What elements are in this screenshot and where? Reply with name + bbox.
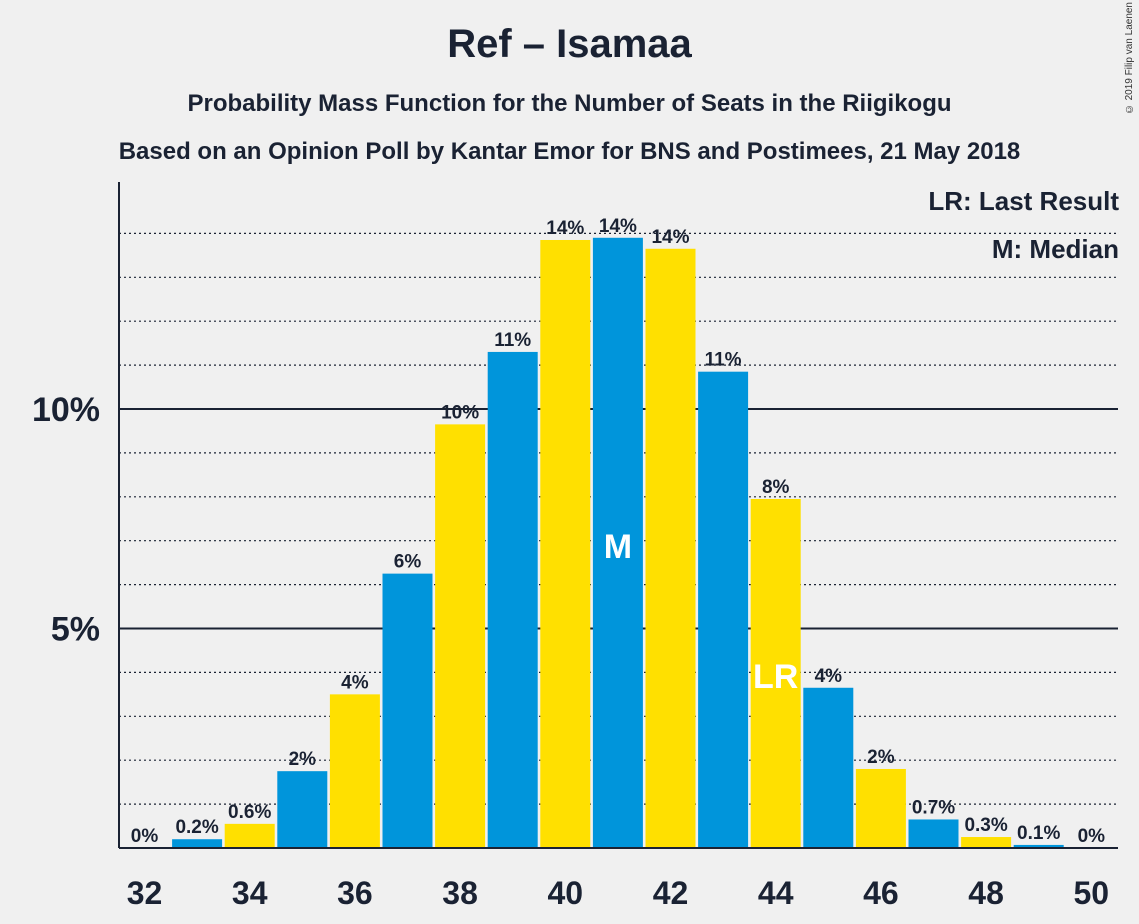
- x-tick-label: 42: [653, 875, 689, 911]
- bar: [961, 837, 1012, 848]
- bar-value-label: 0%: [1078, 826, 1106, 847]
- bar-value-label: 2%: [867, 747, 895, 768]
- bar-value-label: 2%: [289, 749, 317, 770]
- bar-value-label: 10%: [441, 402, 479, 423]
- y-tick-label: 10%: [32, 391, 100, 429]
- last-result-marker: LR: [753, 658, 798, 696]
- x-tick-label: 36: [337, 875, 373, 911]
- bar: [803, 687, 854, 848]
- bar: [487, 351, 538, 848]
- bar-value-label: 0.2%: [175, 817, 218, 838]
- x-tick-label: 34: [232, 875, 268, 911]
- x-tick-label: 50: [1074, 875, 1110, 911]
- bar: [645, 248, 696, 848]
- bar-value-label: 4%: [815, 666, 843, 687]
- bar-value-label: 11%: [494, 330, 531, 351]
- bar: [855, 768, 906, 848]
- chart-source: Based on an Opinion Poll by Kantar Emor …: [118, 138, 1021, 165]
- chart-subtitle: Probability Mass Function for the Number…: [187, 90, 952, 117]
- bar: [750, 498, 801, 848]
- bar-value-label: 6%: [394, 552, 422, 573]
- y-tick-label: 5%: [51, 611, 100, 649]
- bar: [698, 371, 749, 848]
- bar-value-label: 0.3%: [964, 815, 1007, 836]
- bar-value-label: 4%: [341, 672, 369, 693]
- legend-last-result: LR: Last Result: [928, 186, 1119, 216]
- bar-value-label: 8%: [762, 477, 790, 498]
- x-tick-label: 40: [548, 875, 584, 911]
- bar: [329, 694, 380, 848]
- bar-value-label: 0.1%: [1017, 823, 1060, 844]
- bar: [382, 573, 433, 848]
- legend-median: M: Median: [991, 234, 1119, 264]
- bar: [908, 819, 959, 848]
- bar: [172, 839, 223, 848]
- bar-value-label: 11%: [705, 350, 742, 371]
- bar: [224, 823, 275, 848]
- bar-value-label: 14%: [546, 218, 584, 239]
- bar-value-label: 0.6%: [228, 802, 271, 823]
- bar: [435, 424, 486, 848]
- bar-value-label: 0%: [131, 826, 159, 847]
- bar-value-label: 0.7%: [912, 797, 955, 818]
- bar: [1013, 844, 1064, 848]
- x-tick-label: 48: [968, 875, 1004, 911]
- x-tick-label: 38: [442, 875, 478, 911]
- x-tick-label: 32: [127, 875, 163, 911]
- x-tick-label: 44: [758, 875, 794, 911]
- bar-value-label: 14%: [651, 227, 689, 248]
- bar-value-label: 14%: [599, 216, 637, 237]
- median-marker: M: [604, 528, 632, 566]
- bar: [540, 239, 591, 849]
- x-tick-label: 46: [863, 875, 899, 911]
- chart-title: Ref – Isamaa: [447, 22, 692, 66]
- bar: [592, 237, 643, 849]
- bar: [277, 771, 328, 848]
